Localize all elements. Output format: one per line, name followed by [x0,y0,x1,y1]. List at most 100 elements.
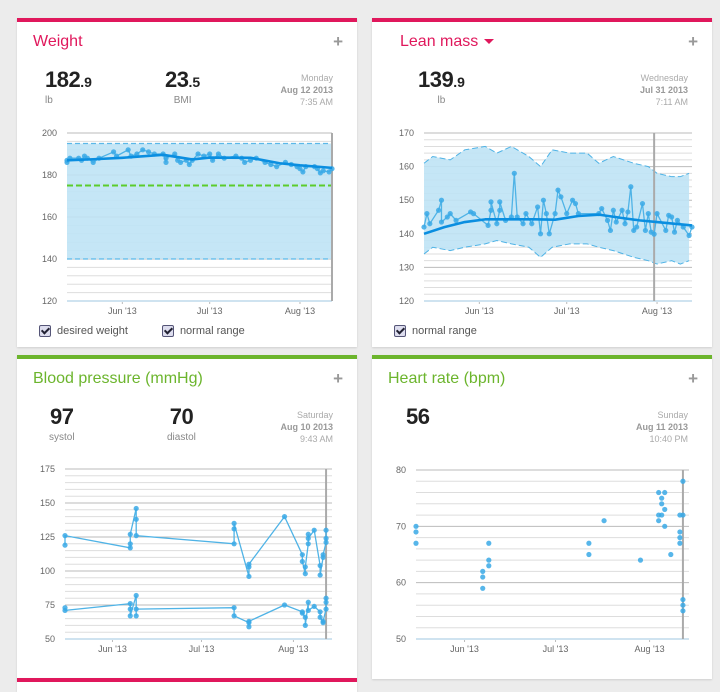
value-int: 23 [165,67,189,92]
caret-down-icon [484,39,495,45]
data-point [421,224,427,230]
data-point [680,512,686,518]
systolic-point [246,561,252,567]
y-tick-label: 140 [42,254,57,264]
y-tick-label: 200 [42,128,57,138]
data-point [494,221,500,227]
data-point [427,221,433,227]
data-point [413,540,419,546]
card-title-dropdown[interactable]: Lean mass [400,32,495,52]
card-title: Blood pressure (mmHg) [33,370,203,387]
data-point [520,221,526,227]
y-tick-label: 175 [40,464,55,474]
data-point [320,168,326,174]
systolic-point [305,531,311,537]
measurement-time: Sunday Aug 11 2013 10:40 PM [636,409,688,445]
data-point [413,523,419,529]
y-tick-label: 130 [399,262,414,272]
plus-icon[interactable]: + [688,32,698,51]
data-point [659,495,665,501]
diastolic-point [302,614,308,620]
data-point [674,217,681,223]
date: Aug 12 2013 [280,85,333,95]
data-point [680,608,686,614]
day: Wednesday [640,73,688,83]
data-point [413,529,419,535]
plus-icon[interactable]: + [333,369,343,388]
day: Monday [300,73,333,83]
checkbox-checked-icon [161,325,174,337]
data-point [435,207,442,213]
heart-rate-card: Heart rate (bpm) + 56 Sunday Aug 11 2013 1… [372,355,712,679]
lean-mass-chart[interactable]: 120 130 140 150 160 170 Jun '13 Jul '13 Aug '13 [372,122,712,322]
normal-range-checkbox[interactable]: normal range [161,324,245,338]
data-point [659,512,665,518]
diastolic-point [317,614,323,620]
data-point [453,217,459,223]
time: 7:11 AM [655,97,688,107]
lean-mass-value: 139.9 lb [418,68,465,107]
diastolic-point [127,613,133,619]
checkbox-label: desired weight [57,325,128,337]
data-point [480,568,486,574]
data-point [601,518,607,524]
y-tick-label: 80 [396,465,406,475]
systolic-point [246,573,252,580]
systolic-point [302,564,308,570]
y-tick-label: 170 [399,128,414,138]
value-int: 97 [50,404,74,429]
data-point [488,207,494,213]
value-dec: .9 [80,74,92,90]
x-tick-label: Jun '13 [108,306,137,316]
data-point [656,518,662,524]
x-tick-label: Aug '13 [278,644,308,654]
systolic-point [281,514,288,520]
data-point [654,211,660,217]
weight-chart[interactable]: 120 140 160 180 200 Jun '13 Jul '13 Aug '13 [17,122,357,322]
data-point [125,147,131,153]
data-point [668,551,674,558]
data-point [680,478,686,484]
trend-line [423,213,693,236]
data-point [480,585,486,591]
blood-pressure-chart[interactable]: 50 75 100 125 150 175 Jun '13 Jul '13 Aug '13 [17,459,357,659]
data-point [639,200,646,207]
bmi-value: 23.5 BMI [165,68,200,107]
data-point [651,231,657,237]
systolic-point [317,572,323,578]
systolic-point [133,516,139,522]
checkbox-checked-icon [39,325,51,337]
systolic-point [133,505,139,512]
data-point [552,211,558,217]
lean-mass-card: Lean mass + 139.9 lb Wednesday Jul 31 2013… [372,18,712,347]
measurement-time: Wednesday Jul 31 2013 7:11 AM [640,72,688,108]
y-tick-label: 120 [399,296,414,306]
heart-rate-chart[interactable]: 50 60 70 80 Jun '13 Jul '13 Aug '13 [372,459,712,659]
y-tick-label: 75 [45,600,55,610]
diastolic-point [323,606,329,612]
x-tick-label: Jul '13 [554,306,580,316]
data-point [558,194,564,200]
plus-icon[interactable]: + [688,369,698,388]
x-tick-label: Jun '13 [450,644,479,654]
y-tick-label: 120 [42,296,57,306]
data-point [424,211,430,217]
desired-weight-checkbox[interactable]: desired weight [39,324,128,338]
data-point [659,501,665,507]
data-point [511,170,517,176]
trend-line [66,153,333,170]
diastolic-point [281,602,288,608]
data-line [423,173,693,237]
data-point [163,159,169,165]
data-point [186,161,192,168]
normal-range-band [67,143,332,259]
diastolic-point [133,592,139,599]
x-tick-label: Jul '13 [197,306,223,316]
plus-icon[interactable]: + [333,32,343,51]
value-dec: .5 [188,74,201,90]
data-point [662,489,668,496]
normal-range-checkbox[interactable]: normal range [394,324,477,338]
x-tick-label: Jul '13 [189,644,215,654]
next-card [17,678,357,692]
data-point [586,540,592,546]
